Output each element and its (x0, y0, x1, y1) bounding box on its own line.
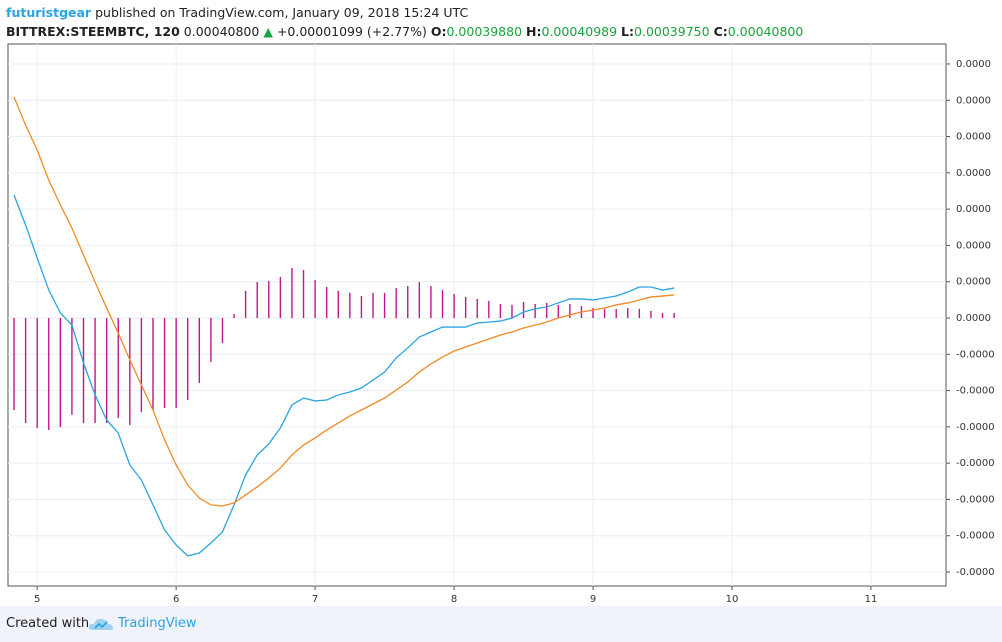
y-tick-label: 0.0000 (956, 204, 991, 215)
line (13, 96, 675, 507)
created-with: Created with (6, 616, 90, 631)
h: 0.00040989 (541, 24, 618, 39)
y-tick-label: -0.0000 (956, 494, 995, 505)
c: 0.00040800 (727, 24, 804, 39)
y-tick-label: -0.0000 (956, 458, 995, 469)
change: +0.00001099 (+2.77%) (276, 24, 427, 39)
y-tick-label: -0.0000 (956, 386, 995, 397)
o: 0.00039880 (446, 24, 523, 39)
x-tick-label: 5 (34, 594, 40, 605)
l-label: L: (621, 24, 635, 39)
header-line-2: BITTREX:STEEMBTC, 120 0.00040800 ▲ +0.00… (6, 22, 803, 41)
author[interactable]: futuristgear (6, 5, 92, 20)
footer: Created with TradingView (0, 606, 1002, 642)
plot-frame (7, 43, 947, 587)
published: published on TradingView.com, January 09… (95, 5, 469, 20)
x-tick-label: 8 (451, 594, 457, 605)
arrow: ▲ (263, 24, 273, 39)
y-tick-label: -0.0000 (956, 349, 995, 360)
y-tick-label: 0.0000 (956, 59, 991, 70)
y-tick-label: 0.0000 (956, 277, 991, 288)
y-tick-label: -0.0000 (956, 422, 995, 433)
y-tick-label: -0.0000 (956, 531, 995, 542)
last: 0.00040800 (183, 24, 260, 39)
y-tick-label: 0.0000 (956, 168, 991, 179)
x-tick-label: 7 (312, 594, 318, 605)
y-tick-label: 0.0000 (956, 313, 991, 324)
header-line-1: futuristgear published on TradingView.co… (6, 3, 803, 22)
h-label: H: (526, 24, 542, 39)
c-label: C: (713, 24, 728, 39)
symbol: BITTREX:STEEMBTC, 120 (6, 24, 180, 39)
chart: 0.0000 0.0000 0.0000 0.0000 0.0000 0.0000 0.00… (7, 43, 995, 605)
x-tick-label: 10 (726, 594, 739, 605)
o-label: O: (430, 24, 447, 39)
y-tick-label: 0.0000 (956, 95, 991, 106)
y-tick-label: 0.0000 (956, 240, 991, 251)
header: futuristgear published on TradingView.co… (6, 3, 803, 41)
brand[interactable]: TradingView (118, 616, 197, 631)
x-tick-label: 6 (173, 594, 179, 605)
y-tick-label: 0.0000 (956, 132, 991, 143)
x-tick-label: 9 (590, 594, 596, 605)
logo (88, 618, 113, 630)
y-tick-label: -0.0000 (956, 567, 995, 578)
l: 0.00039750 (634, 24, 710, 39)
line (13, 194, 675, 557)
x-tick-label: 11 (865, 594, 878, 605)
